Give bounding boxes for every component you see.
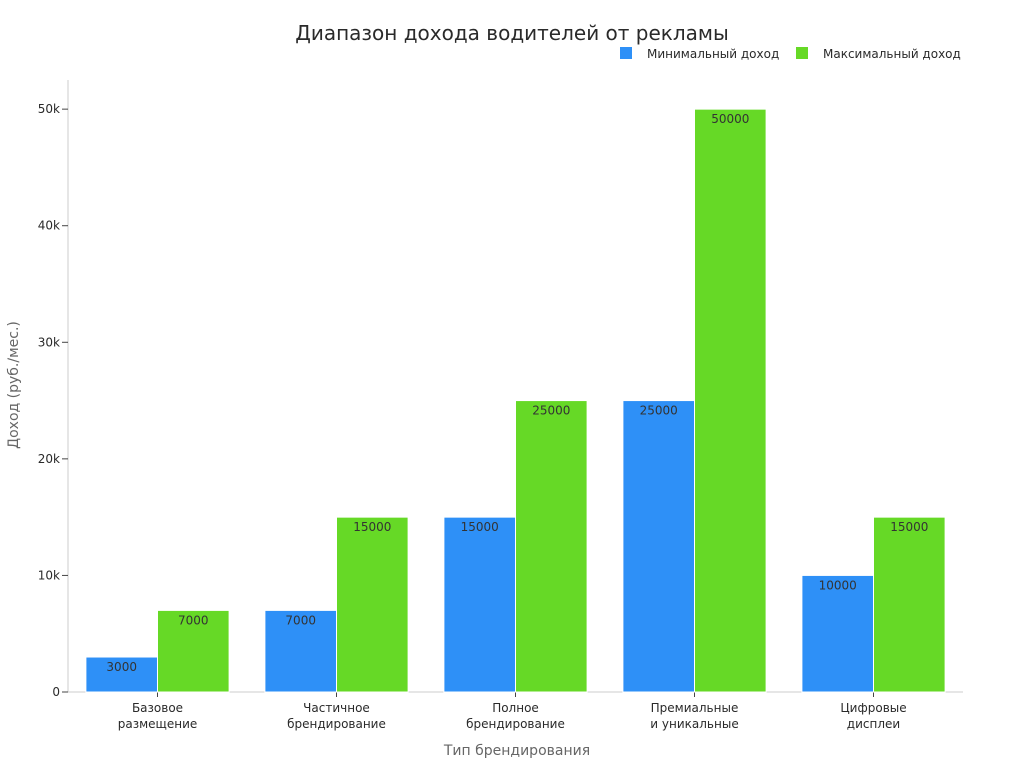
y-axis-label: Доход (руб./мес.) <box>6 321 22 449</box>
y-tick-label: 40k <box>38 219 60 233</box>
bar <box>873 516 946 693</box>
bar <box>622 400 696 693</box>
legend-label: Максимальный доход <box>823 47 961 61</box>
y-tick-label: 50k <box>38 102 60 116</box>
data-labels: 3000 7000 7000 15000 15000 25000 25000 50000 100… <box>106 112 928 674</box>
bar <box>336 516 409 693</box>
bar <box>515 400 588 693</box>
legend-label: Минимальный доход <box>647 47 779 61</box>
data-label: 25000 <box>532 404 570 418</box>
data-label: 10000 <box>819 578 857 592</box>
data-label: 7000 <box>178 613 209 627</box>
x-tick-label: Премиальные и уникальные <box>650 701 738 731</box>
x-axis-label: Тип брендирования <box>443 743 590 759</box>
y-tick-label: 20k <box>38 452 60 466</box>
legend-swatch <box>620 47 632 59</box>
y-tick-label: 30k <box>38 335 60 349</box>
data-label: 15000 <box>890 520 928 534</box>
bar <box>694 108 767 693</box>
y-tick-label: 0 <box>52 685 60 699</box>
x-tick-label: Частичное брендирование <box>287 701 386 731</box>
data-label: 15000 <box>461 520 499 534</box>
legend-swatch <box>796 47 808 59</box>
data-label: 15000 <box>353 520 391 534</box>
data-label: 7000 <box>285 613 316 627</box>
data-label: 50000 <box>711 112 749 126</box>
legend: Минимальный доход Максимальный доход <box>620 47 961 61</box>
bar <box>801 574 875 693</box>
x-tick-label: Цифровые дисплеи <box>840 701 906 731</box>
x-tick-label: Базовое размещение <box>118 701 198 731</box>
bar <box>443 516 516 693</box>
y-tick-label: 10k <box>38 568 60 582</box>
x-tick-label: Полное брендирование <box>466 701 565 731</box>
bar <box>85 656 158 693</box>
axes: 0 10k 20k 30k 40k 50k Базовое размещение Частичн… <box>38 80 963 731</box>
data-label: 25000 <box>640 404 678 418</box>
chart-title: Диапазон дохода водителей от рекламы <box>295 21 729 45</box>
data-label: 3000 <box>106 660 137 674</box>
bars <box>85 108 946 693</box>
bar <box>157 609 230 693</box>
